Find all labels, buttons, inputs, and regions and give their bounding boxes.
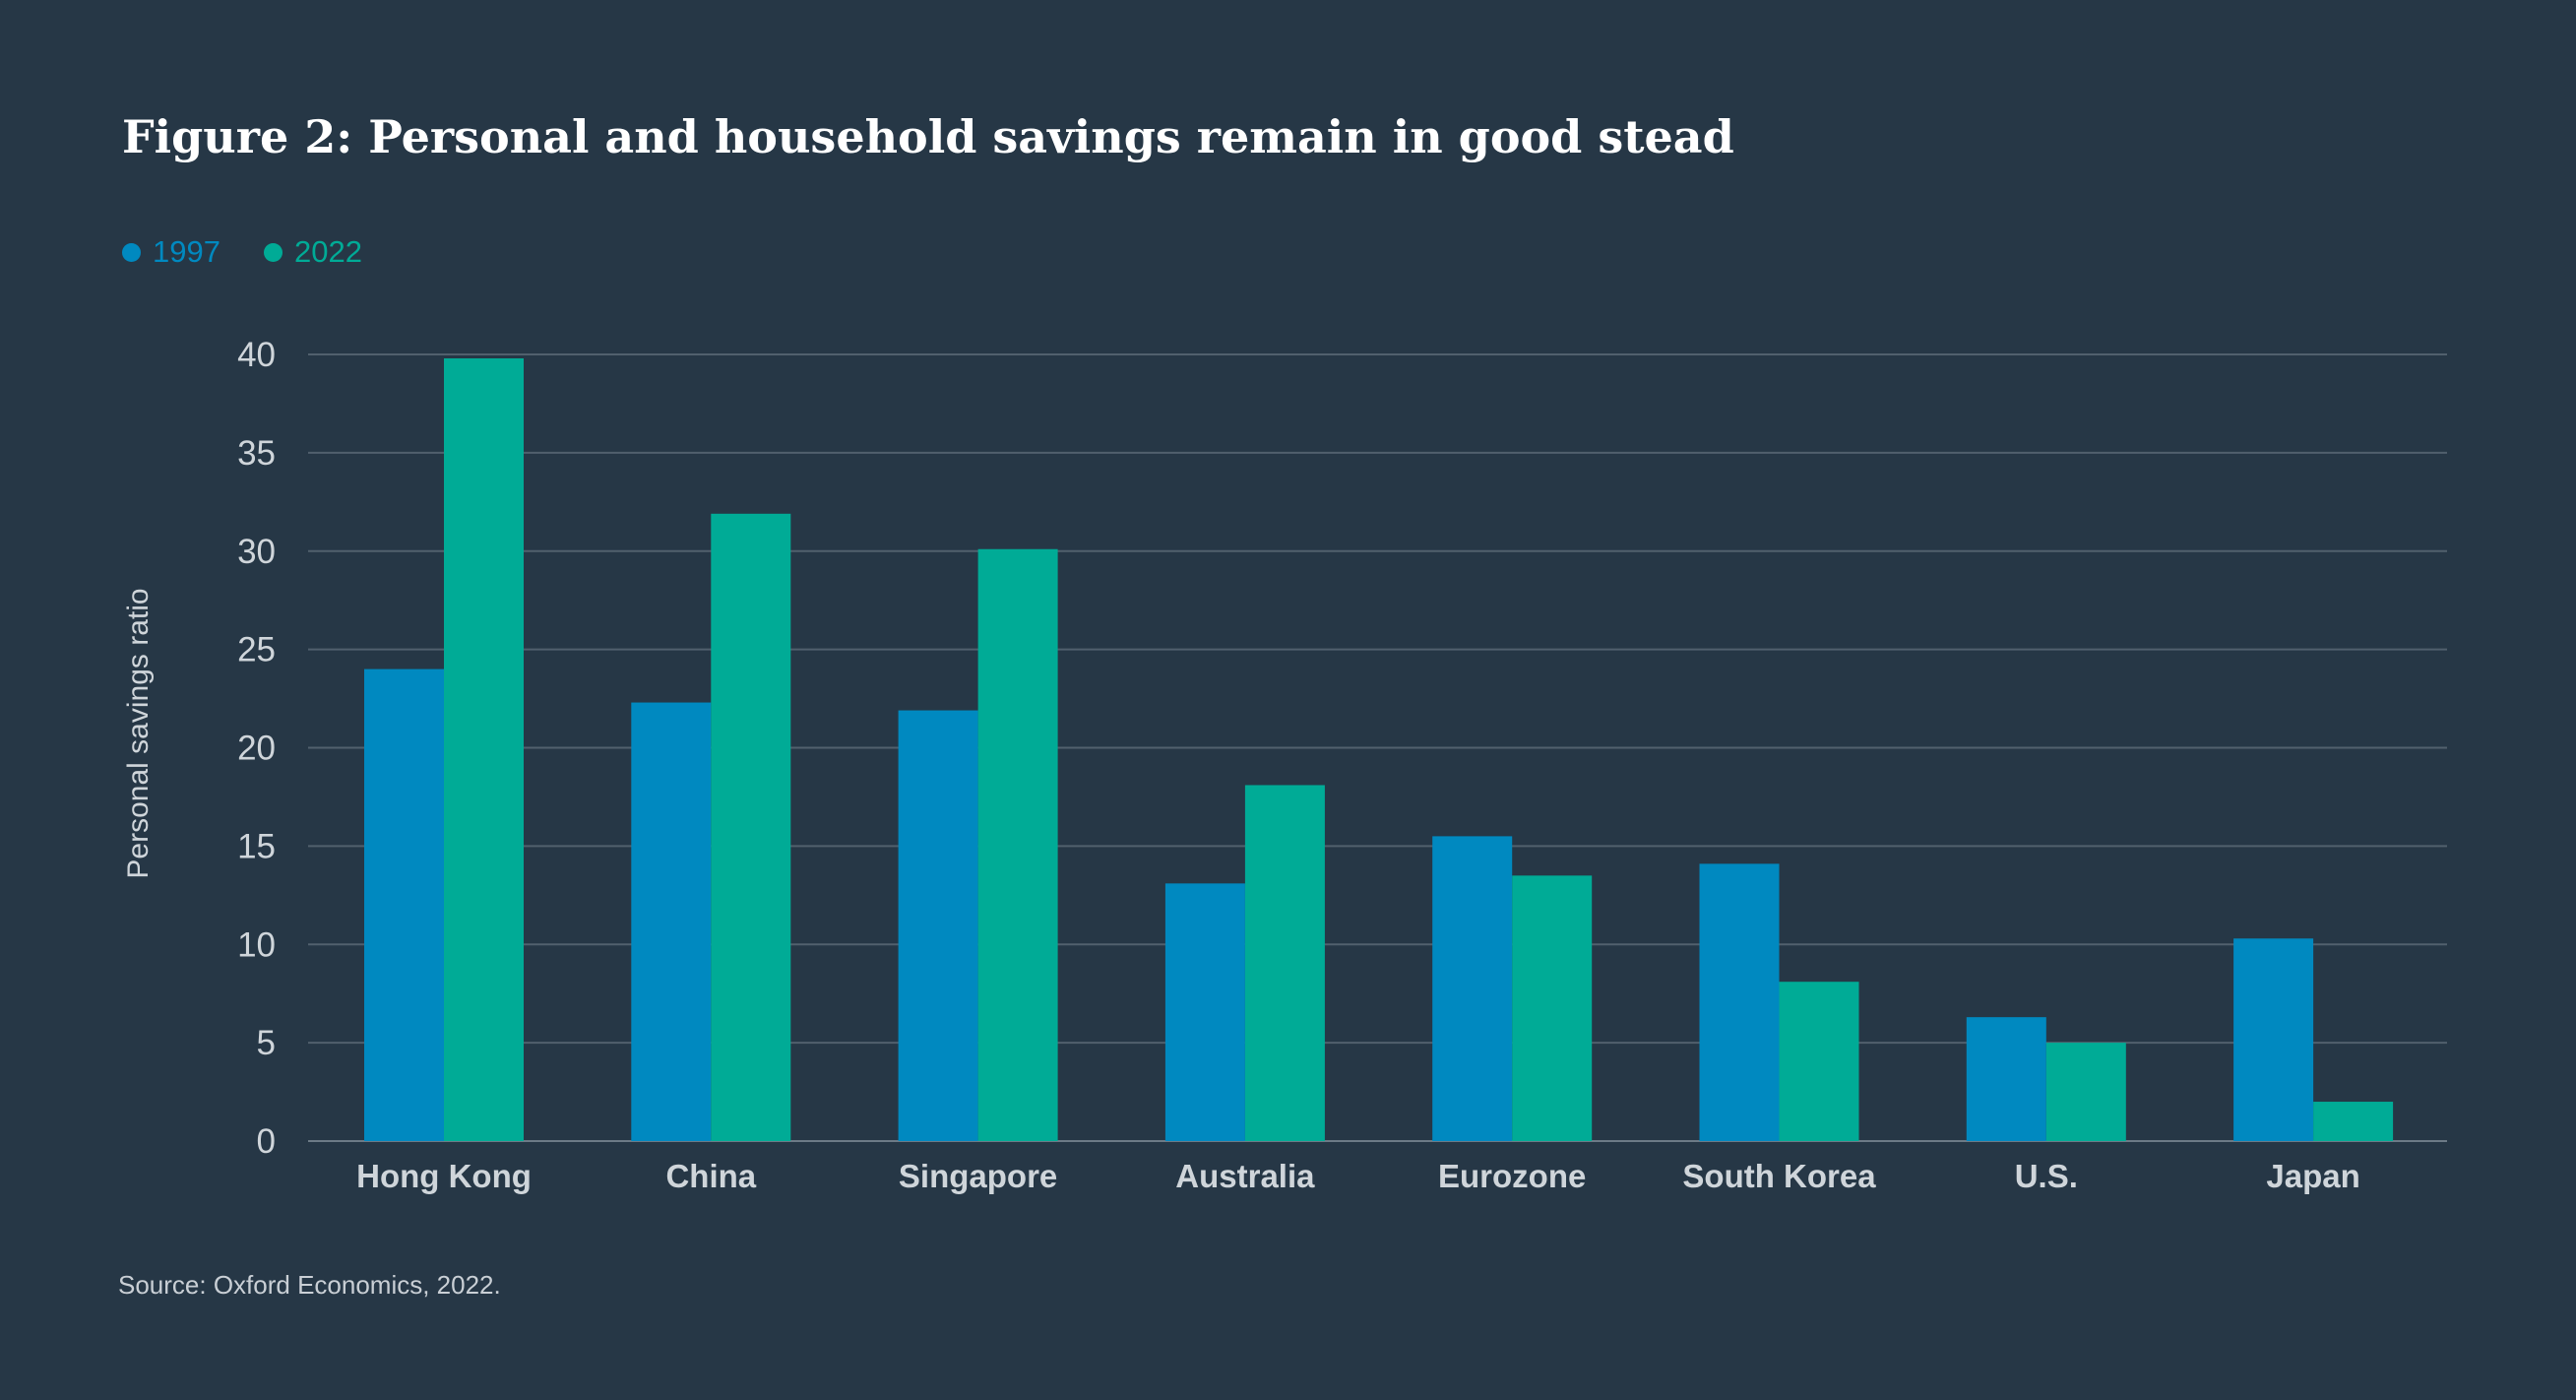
x-tick-label-australia: Australia	[1175, 1158, 1315, 1194]
bar-australia-1997	[1164, 883, 1245, 1141]
x-tick-label-eurozone: Eurozone	[1438, 1158, 1586, 1194]
bar-south-korea-1997	[1699, 863, 1780, 1141]
y-tick-label-25: 25	[237, 631, 276, 669]
chart-title: Figure 2: Personal and household savings…	[122, 110, 1734, 163]
bar-south-korea-2022	[1779, 982, 1859, 1141]
y-axis-ticks: 0 5 10 15 20 25 30 35 40	[237, 336, 276, 1161]
bar-china-2022	[711, 513, 791, 1141]
y-tick-label-40: 40	[237, 336, 276, 374]
x-tick-label-singapore: Singapore	[899, 1158, 1057, 1194]
y-tick-label-20: 20	[237, 730, 276, 768]
legend-item-1997: 1997	[122, 234, 220, 270]
y-tick-label-35: 35	[237, 434, 276, 473]
legend-label-2022: 2022	[293, 234, 362, 269]
x-tick-label-u-s: U.S.	[2015, 1158, 2078, 1194]
bar-eurozone-1997	[1432, 836, 1513, 1141]
source-note: Source: Oxford Economics, 2022.	[118, 1270, 501, 1300]
x-tick-label-south-korea: South Korea	[1682, 1158, 1876, 1194]
bars	[364, 357, 2394, 1141]
y-axis-label: Personal savings ratio	[122, 588, 155, 878]
y-tick-label-15: 15	[237, 827, 276, 865]
bar-eurozone-2022	[1512, 875, 1593, 1141]
x-tick-label-china: China	[665, 1158, 756, 1194]
bar-japan-2022	[2313, 1102, 2394, 1141]
bar-hong-kong-1997	[364, 668, 444, 1141]
legend-label-1997: 1997	[153, 234, 220, 269]
bar-u-s-1997	[1966, 1017, 2046, 1141]
x-tick-label-japan: Japan	[2266, 1158, 2359, 1194]
legend-swatch-1997	[122, 242, 141, 262]
y-tick-label-0: 0	[257, 1122, 276, 1161]
x-tick-label-hong-kong: Hong Kong	[356, 1158, 532, 1194]
legend-swatch-2022	[263, 242, 283, 262]
bar-china-1997	[631, 702, 712, 1141]
legend-item-2022: 2022	[263, 234, 362, 270]
chart-legend: 1997 2022	[122, 232, 406, 272]
x-axis-labels: Hong Kong China Singapore Australia Eurozone…	[356, 1158, 2360, 1194]
y-tick-label-5: 5	[257, 1024, 276, 1062]
bar-japan-1997	[2233, 938, 2314, 1141]
bar-singapore-1997	[898, 710, 978, 1141]
bar-australia-2022	[1244, 785, 1325, 1141]
gridlines	[308, 353, 2447, 1142]
y-tick-label-30: 30	[237, 533, 276, 571]
bar-u-s-2022	[2045, 1043, 2126, 1141]
y-tick-label-10: 10	[237, 925, 276, 964]
bar-hong-kong-2022	[444, 357, 524, 1141]
bar-singapore-2022	[977, 548, 1058, 1141]
